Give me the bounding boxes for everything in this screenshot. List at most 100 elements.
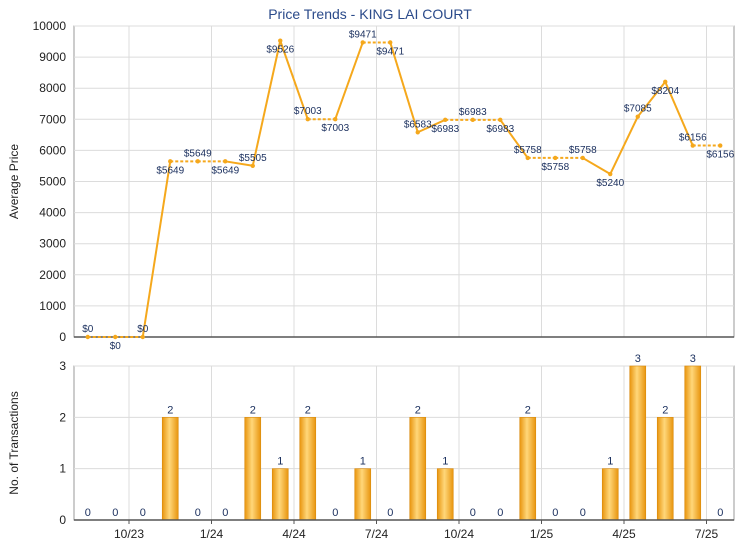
xtick-label: 4/24 xyxy=(282,527,306,541)
line-point xyxy=(498,117,503,123)
bar-ylabel: No. of Transactions xyxy=(7,391,21,494)
bar-value-label: 2 xyxy=(415,404,421,416)
line-value-label: $9471 xyxy=(349,29,377,40)
bar xyxy=(684,365,702,521)
line-value-label: $5649 xyxy=(211,165,239,176)
line-value-label: $5505 xyxy=(239,153,267,164)
xtick-label: 10/24 xyxy=(444,527,474,541)
bar xyxy=(409,417,427,521)
xtick-label: 4/25 xyxy=(612,527,636,541)
line-segment xyxy=(664,81,694,146)
line-segment xyxy=(499,119,529,159)
bar-ytick-label: 3 xyxy=(59,359,66,373)
chart-title: Price Trends - KING LAI COURT xyxy=(268,6,472,22)
line-ylabel: Average Price xyxy=(7,144,21,219)
bar-ytick-label: 0 xyxy=(59,513,66,527)
line-value-label: $6983 xyxy=(431,124,459,135)
line-point xyxy=(223,159,228,164)
xtick-label: 7/25 xyxy=(695,527,719,541)
line-point xyxy=(195,159,200,164)
line-segment xyxy=(636,81,667,118)
bar xyxy=(629,365,647,521)
bar xyxy=(519,417,537,521)
bar-value-label: 0 xyxy=(112,507,118,519)
bar-value-label: 2 xyxy=(525,404,531,416)
line-value-label: $5649 xyxy=(156,165,184,176)
line-ytick-label: 1000 xyxy=(39,299,66,313)
line-segment xyxy=(582,157,611,175)
line-point xyxy=(663,79,668,85)
line-point xyxy=(305,117,310,122)
bar-value-label: 0 xyxy=(717,507,723,519)
line-ytick-label: 10000 xyxy=(33,19,67,33)
bar-value-label: 2 xyxy=(662,404,668,416)
xtick-label: 7/24 xyxy=(365,527,389,541)
xtick-label: 10/23 xyxy=(114,527,144,541)
bar-value-label: 0 xyxy=(222,507,228,519)
xtick-label: 1/25 xyxy=(530,527,554,541)
bar-value-label: 0 xyxy=(140,507,146,519)
bar-ytick-label: 1 xyxy=(59,462,66,476)
bar xyxy=(271,468,289,521)
line-value-label: $5758 xyxy=(569,145,597,156)
line-value-label: $6156 xyxy=(706,150,734,161)
bar-value-label: 1 xyxy=(277,456,283,468)
bar-value-label: 2 xyxy=(167,404,173,416)
bar-value-label: 0 xyxy=(332,507,338,519)
bar-value-label: 1 xyxy=(442,456,448,468)
line-point xyxy=(690,143,695,148)
line-value-label: $6156 xyxy=(679,133,707,144)
line-point xyxy=(140,334,145,340)
line-point xyxy=(608,171,613,177)
line-value-label: $7003 xyxy=(321,123,349,134)
line-segment xyxy=(334,42,364,120)
line-ytick-label: 3000 xyxy=(39,237,66,251)
line-value-label: $0 xyxy=(137,324,149,335)
bar xyxy=(299,417,317,521)
bar-value-label: 0 xyxy=(552,507,558,519)
line-value-label: $6983 xyxy=(486,124,514,135)
bar-value-label: 2 xyxy=(305,404,311,416)
bar-value-label: 0 xyxy=(387,507,393,519)
line-value-label: $5649 xyxy=(184,148,212,159)
bar xyxy=(354,468,372,521)
bar-value-label: 3 xyxy=(690,353,696,365)
line-point xyxy=(443,117,448,123)
line-point xyxy=(415,130,420,135)
line-value-label: $0 xyxy=(110,341,122,352)
bar xyxy=(656,417,674,521)
line-value-label: $5758 xyxy=(541,162,569,173)
bar-value-label: 0 xyxy=(85,507,91,519)
bar-value-label: 0 xyxy=(580,507,586,519)
bar-value-label: 0 xyxy=(195,507,201,519)
line-value-label: $7085 xyxy=(624,104,652,115)
line-segment xyxy=(279,40,309,120)
line-ytick-label: 4000 xyxy=(39,206,66,220)
bar-value-label: 1 xyxy=(360,456,366,468)
line-segment xyxy=(609,116,639,175)
bar-value-label: 0 xyxy=(470,507,476,519)
line-ytick-label: 5000 xyxy=(39,175,66,189)
line-segment xyxy=(225,160,253,167)
bar xyxy=(244,417,262,521)
line-value-label: $9471 xyxy=(376,46,404,57)
line-point xyxy=(113,334,118,340)
line-point xyxy=(580,155,585,161)
line-ytick-label: 7000 xyxy=(39,112,66,126)
line-point xyxy=(470,117,475,123)
bar-value-label: 0 xyxy=(497,507,503,519)
line-point xyxy=(718,143,723,148)
bar-value-label: 3 xyxy=(635,353,641,365)
line-ytick-label: 9000 xyxy=(39,50,66,64)
bar xyxy=(161,417,179,521)
line-point xyxy=(168,159,173,164)
line-segment xyxy=(417,118,446,134)
line-point xyxy=(360,40,365,45)
line-value-label: $7003 xyxy=(294,106,322,117)
line-value-label: $5240 xyxy=(596,178,624,189)
line-point xyxy=(278,38,283,43)
line-point xyxy=(525,155,530,161)
line-point xyxy=(553,155,558,161)
line-ytick-label: 8000 xyxy=(39,81,66,95)
